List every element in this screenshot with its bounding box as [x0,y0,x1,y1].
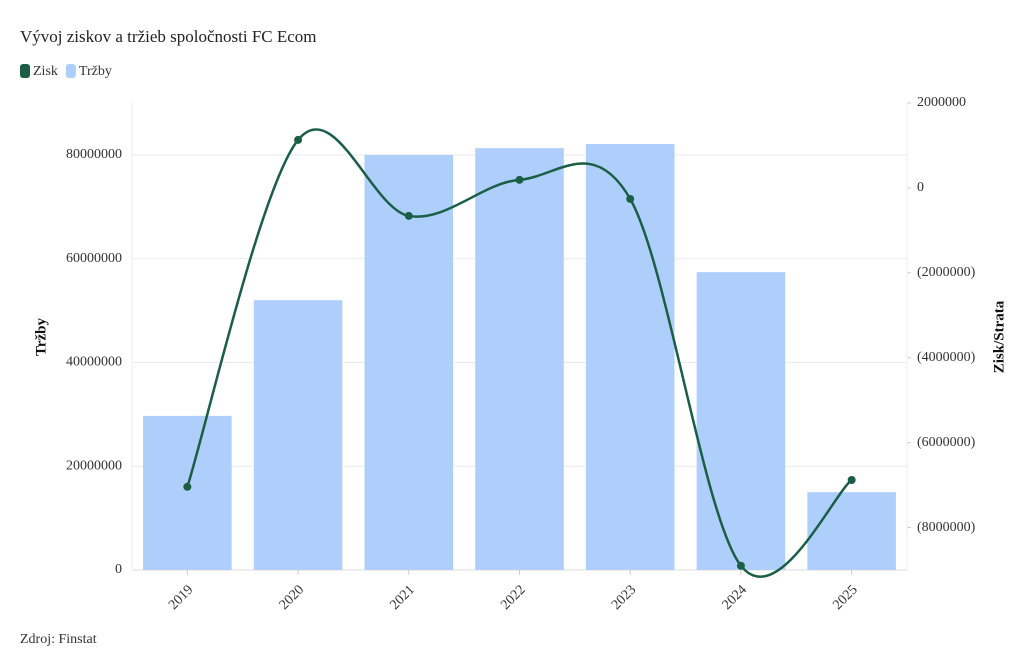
chart-title: Vývoj ziskov a tržieb spoločnosti FC Eco… [20,27,317,46]
x-tick-label: 2023 [609,582,639,612]
legend-label: Tržby [79,64,112,79]
y2-tick-label: (4000000) [917,350,976,365]
line-point [404,211,413,220]
y2-axis-title: Zisk/Strata [991,300,1007,373]
legend-swatch [20,64,30,78]
source: Zdroj: Finstat [20,632,97,647]
line-point [736,561,745,570]
y2-tick-label: (8000000) [917,520,976,535]
bar [807,492,896,570]
y-tick-label: 60000000 [66,251,122,266]
legend-label: Zisk [33,64,58,79]
y-tick-label: 40000000 [66,355,122,370]
bar [364,154,454,570]
y2-tick-label: 2000000 [917,95,966,110]
bar [143,415,232,570]
y-tick-label: 0 [115,562,122,577]
y2-tick-label: (6000000) [917,435,976,450]
line-point [626,194,635,203]
line-point [515,175,524,184]
bar [696,272,786,570]
x-tick-label: 2024 [720,582,750,612]
line-point [183,482,192,491]
legend-swatch [65,64,76,78]
y2-tick-label: 0 [917,180,924,195]
bar [475,148,564,571]
legend: Zisk Tržby [20,64,112,79]
x-tick-label: 2021 [387,582,417,612]
x-tick-label: 2020 [277,582,307,612]
y-tick-label: 20000000 [66,458,122,473]
y-tick-label: 80000000 [66,147,122,162]
bar [253,300,343,570]
bar [585,143,675,570]
line-point [847,475,856,484]
x-tick-label: 2019 [166,582,196,612]
y-axis-title: Tržby [33,317,49,356]
x-tick-label: 2025 [830,582,860,612]
y2-tick-label: (2000000) [917,265,976,280]
x-tick-label: 2022 [498,582,528,612]
line-point [294,135,303,144]
